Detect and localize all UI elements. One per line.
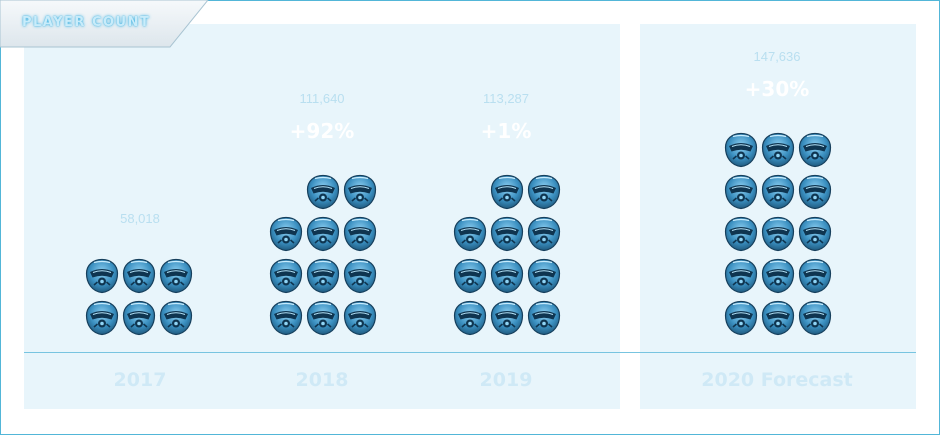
helmet-icon <box>85 300 119 336</box>
helmet-icon <box>798 174 832 210</box>
helmet-icon <box>306 174 340 210</box>
helmet-icon <box>527 174 561 210</box>
helmet-icon <box>306 258 340 294</box>
helmet-icon <box>724 300 758 336</box>
helmet-icon <box>159 258 193 294</box>
value-label: 113,287 <box>482 91 530 106</box>
helmet-icon <box>343 174 377 210</box>
x-axis-line <box>24 352 916 353</box>
helmet-icon <box>761 300 795 336</box>
helmet-icon <box>490 258 524 294</box>
helmet-icon <box>159 300 193 336</box>
history-panel <box>24 24 620 409</box>
helmet-icon <box>453 216 487 252</box>
helmet-icon <box>798 258 832 294</box>
category-label: 2018 <box>295 369 349 391</box>
forecast-panel <box>640 24 916 409</box>
helmet-icon <box>761 132 795 168</box>
helmet-icon <box>269 216 303 252</box>
helmet-icon <box>269 258 303 294</box>
chart-title: PLAYER COUNT <box>22 15 151 30</box>
helmet-icon <box>527 258 561 294</box>
helmet-icon <box>453 300 487 336</box>
change-label: +1% <box>480 119 532 143</box>
helmet-icon <box>527 300 561 336</box>
helmet-icon <box>724 132 758 168</box>
helmet-icon <box>269 300 303 336</box>
helmet-icon <box>490 216 524 252</box>
helmet-icon <box>306 216 340 252</box>
helmet-icon <box>761 174 795 210</box>
helmet-icon <box>453 258 487 294</box>
helmet-icon <box>306 300 340 336</box>
helmet-icon <box>798 132 832 168</box>
change-label: +92% <box>289 119 355 143</box>
helmet-icon <box>798 300 832 336</box>
helmet-icon <box>343 216 377 252</box>
helmet-icon <box>343 258 377 294</box>
helmet-icon <box>761 216 795 252</box>
value-label: 58,018 <box>120 211 160 226</box>
category-label: 2017 <box>113 369 167 391</box>
helmet-icon <box>798 216 832 252</box>
category-label: 2020 Forecast <box>701 369 853 391</box>
helmet-icon <box>724 258 758 294</box>
helmet-icon <box>527 216 561 252</box>
helmet-icon <box>490 174 524 210</box>
helmet-icon <box>343 300 377 336</box>
category-label: 2019 <box>479 369 533 391</box>
helmet-icon <box>122 258 156 294</box>
change-label: +30% <box>744 77 810 101</box>
value-label: 111,640 <box>299 91 345 106</box>
helmet-icon <box>761 258 795 294</box>
helmet-icon <box>122 300 156 336</box>
helmet-icon <box>724 216 758 252</box>
helmet-icon <box>490 300 524 336</box>
helmet-icon <box>724 174 758 210</box>
helmet-icon <box>85 258 119 294</box>
value-label: 147,636 <box>753 49 801 64</box>
